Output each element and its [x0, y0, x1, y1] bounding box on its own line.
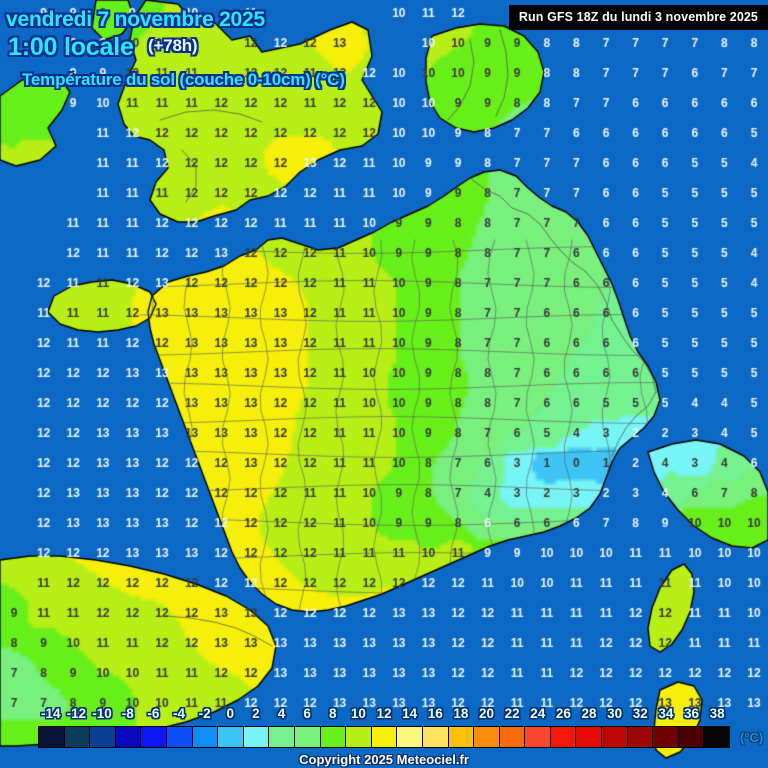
legend-tick: -10 [92, 706, 112, 721]
legend-tick: 4 [277, 706, 286, 721]
legend-tick: -2 [198, 706, 211, 721]
legend-swatch [602, 727, 628, 747]
legend-tick-labels: -14 -12 -10 -8 -6 -4 -2 0 2 4 6 8 10 12 14 16 18 20 22 24 26… [0, 706, 768, 726]
legend-tick: 24 [530, 706, 546, 721]
legend-tick: 30 [607, 706, 623, 721]
legend-color-bar [38, 726, 730, 748]
legend-tick: 22 [504, 706, 520, 721]
legend-swatch [576, 727, 603, 747]
legend-swatch [294, 727, 321, 747]
legend-swatch [90, 727, 116, 747]
legend-swatch [448, 727, 475, 747]
legend-swatch [166, 727, 193, 747]
legend-tick: 0 [226, 706, 234, 721]
legend-swatch [346, 727, 372, 747]
model-run-label: Run GFS 18Z du lundi 3 novembre 2025 [518, 10, 758, 24]
legend-swatch [192, 727, 219, 747]
legend-tick: -4 [172, 706, 185, 721]
model-run-banner: Run GFS 18Z du lundi 3 novembre 2025 [508, 5, 768, 30]
map-date-label: vendredi 7 novembre 2025 [6, 8, 265, 31]
legend-tick: 26 [555, 706, 571, 721]
legend-tick: 34 [658, 706, 674, 721]
legend-tick: 32 [632, 706, 648, 721]
legend-tick: -12 [66, 706, 87, 721]
legend-tick: 16 [427, 706, 443, 721]
legend-swatch [243, 727, 270, 747]
legend-swatch [64, 727, 91, 747]
legend-swatch [269, 727, 295, 747]
legend-swatch [678, 727, 705, 747]
legend-swatch [218, 727, 244, 747]
legend-swatch [115, 727, 142, 747]
legend-swatch [704, 727, 730, 747]
legend-swatch [499, 727, 526, 747]
legend-tick: 18 [453, 706, 469, 721]
legend-tick: 28 [581, 706, 597, 721]
map-lead-time-label: (+78h) [148, 36, 198, 55]
legend-swatch [141, 727, 167, 747]
legend-swatch [474, 727, 500, 747]
legend-tick: 6 [303, 706, 311, 721]
legend-swatch [39, 727, 65, 747]
legend-tick: 12 [376, 706, 392, 721]
legend-tick: 8 [328, 706, 337, 721]
legend-swatch [550, 727, 577, 747]
copyright-label: Copyright 2025 Meteociel.fr [299, 752, 469, 767]
legend-swatch [397, 727, 423, 747]
map-parameter-label: Température du sol (couche 0-10cm) (°C) [22, 70, 345, 89]
legend-tick: 36 [684, 706, 700, 721]
legend-tick: 14 [402, 706, 418, 721]
color-legend: -14 -12 -10 -8 -6 -4 -2 0 2 4 6 8 10 12 14 16 18 20 22 24 26… [0, 706, 768, 768]
legend-swatch [525, 727, 551, 747]
legend-swatch [320, 727, 347, 747]
legend-swatch [371, 727, 398, 747]
legend-tick: -6 [147, 706, 160, 721]
legend-tick: 20 [479, 706, 495, 721]
legend-swatch [627, 727, 654, 747]
map-hour-label: 1:00 locale [8, 33, 134, 61]
legend-tick: 2 [252, 706, 260, 721]
legend-tick: 10 [350, 706, 366, 721]
legend-swatch [653, 727, 679, 747]
legend-tick: -8 [121, 706, 134, 721]
legend-tick: -14 [41, 706, 61, 721]
legend-unit-label: (°C) [740, 730, 764, 745]
legend-swatch [422, 727, 449, 747]
legend-tick: 38 [709, 706, 725, 721]
